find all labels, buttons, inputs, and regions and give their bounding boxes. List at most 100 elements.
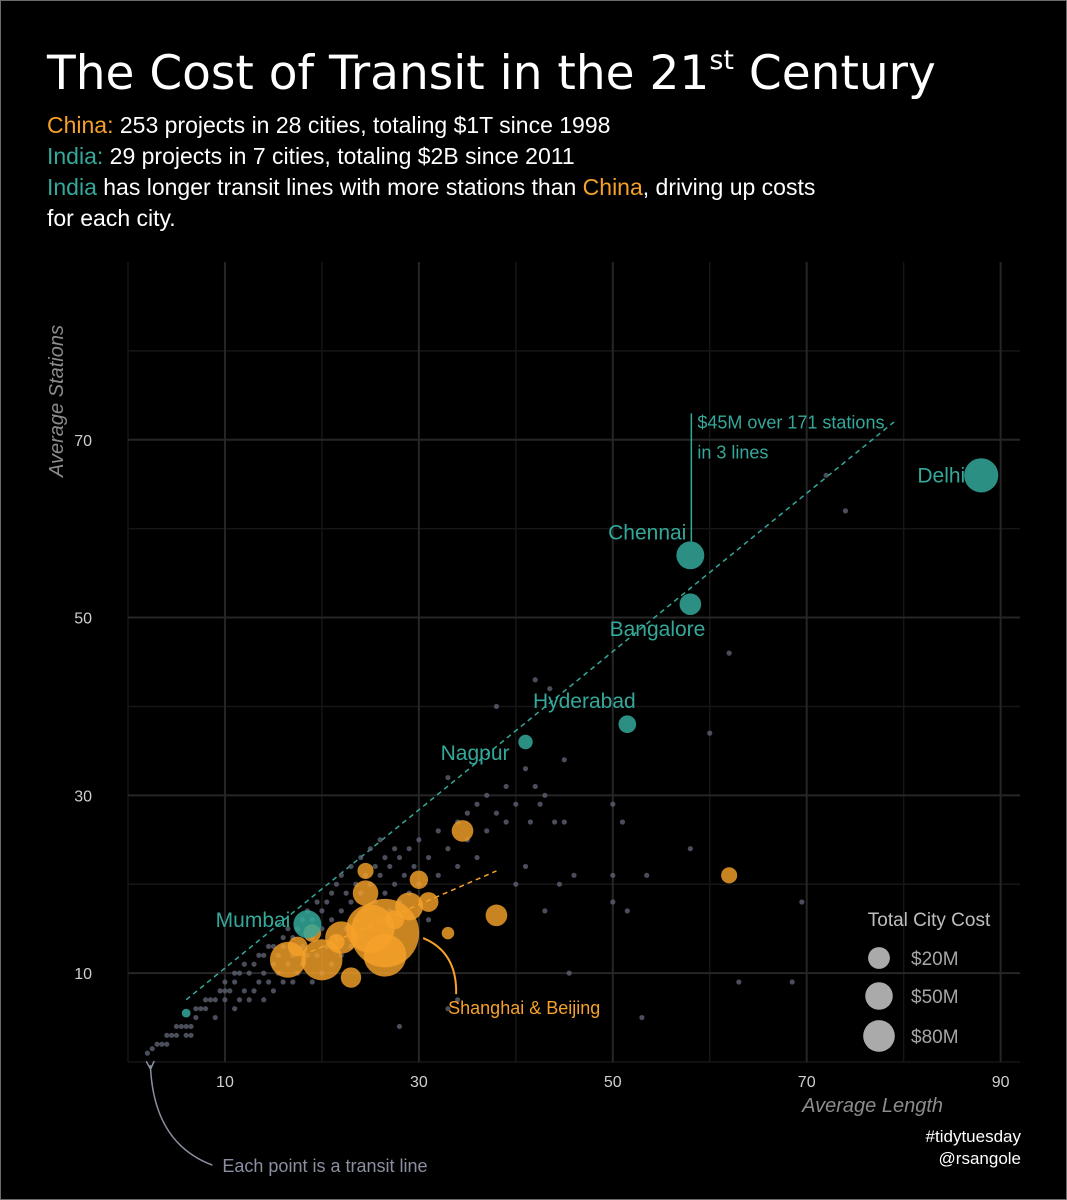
transit-line-point [290,979,296,985]
y-tick-label: 50 [74,611,92,628]
subtitle-comparison-china: China [582,174,643,200]
transit-line-point [164,1041,170,1047]
each-point-label: Each point is a transit line [222,1156,427,1176]
city-label-delhi: Delhi [917,464,965,487]
axis-labels: Average Length Average Stations [46,325,943,1117]
transit-line-point [484,792,490,798]
transit-line-point [324,899,330,905]
transit-line-point [261,970,267,976]
transit-line-point [329,890,335,896]
transit-line-point [256,979,262,985]
india-city-point [964,458,999,493]
india-city-point [181,1008,191,1018]
transit-line-point [799,899,805,905]
transit-line-point [556,881,563,887]
china-city-point [287,936,308,957]
credit-author: @rsangole [938,1149,1021,1168]
title-main: The Cost of Transit in the 21 [47,46,710,101]
city-label-mumbai: Mumbai [216,909,291,932]
transit-line-point [406,846,412,852]
transit-line-point [309,979,315,985]
transit-line-point [503,783,509,790]
transit-line-point [149,1046,155,1052]
transit-line-point [411,863,417,870]
subtitle-comparison-mid: has longer transit lines with more stati… [96,174,583,200]
title-superscript: st [709,45,734,76]
transit-line-point [270,988,277,994]
transit-line-point [542,792,548,798]
y-tick-label: 30 [74,788,92,805]
china-city-point [352,880,379,906]
transit-line-point [392,846,398,852]
transit-line-point [455,863,461,870]
transit-line-point [842,508,849,514]
legend-label: $80M [911,1027,959,1048]
city-label-chennai: Chennai [608,521,686,544]
subtitle-comparison: India has longer transit lines with more… [47,172,815,202]
legend-size-key [868,947,890,969]
legend-label: $50M [911,987,959,1008]
transit-line-point [513,881,519,887]
transit-line-point [212,997,218,1003]
x-tick-label: 90 [992,1074,1010,1091]
transit-line-point [552,819,558,825]
transit-line-point [319,908,325,914]
subtitle-india-label: India: [47,143,104,169]
transit-line-point [474,801,480,807]
china-city-point [418,892,439,912]
transit-line-point [372,863,378,870]
transit-line-point [261,997,267,1003]
x-tick-label: 30 [410,1074,428,1091]
transit-line-point [246,970,252,976]
transit-line-point [445,1006,451,1012]
page-title: The Cost of Transit in the 21st Century [47,44,936,104]
india-city-point [518,734,533,750]
size-legend: Total City Cost $20M $50M $80M [863,910,991,1052]
transit-line-point [329,917,335,923]
transit-line-point [169,1032,175,1038]
transit-line-point [513,801,519,807]
transit-line-point [561,757,567,763]
transit-line-point [484,828,490,834]
x-tick-label: 50 [604,1074,622,1091]
transit-line-point [435,828,441,834]
china-city-point [721,867,738,884]
transit-line-point [232,1006,238,1012]
transit-line-point [343,890,349,896]
transit-line-point [173,1023,180,1030]
city-label-bangalore: Bangalore [610,618,706,641]
transit-line-point [396,854,403,861]
transit-line-point [416,837,422,843]
transit-line-point [610,801,616,807]
transit-line-point [474,854,480,861]
transit-line-point [265,943,272,950]
transit-line-point [532,677,538,683]
transit-line-point [154,1041,160,1047]
transit-line-point [435,872,441,878]
transit-line-point [624,908,630,914]
transit-line-point [707,730,713,736]
subtitle-comparison-cont: for each city. [47,205,176,231]
transit-line-point [183,1023,189,1030]
delhi-cost-note: $45M over 171 stations [697,412,884,432]
transit-line-point [401,872,407,878]
transit-line-point [280,979,286,985]
transit-line-point [183,1032,189,1038]
each-point-arrow [150,1065,213,1166]
transit-line-point [241,988,247,994]
transit-line-point [164,1032,170,1038]
transit-line-point [464,810,470,816]
transit-line-point [173,1032,180,1038]
subtitle-china-label: China: [47,112,114,138]
legend-label: $20M [911,949,959,970]
transit-line-point [222,997,228,1003]
city-label-nagpur: Nagpur [441,742,510,765]
subtitle-china-text: 253 projects in 28 cities, totaling $1T … [113,112,611,138]
transit-line-point [314,899,320,905]
transit-line-point [644,872,650,878]
transit-line-point [527,819,533,825]
transit-line-point [537,801,543,807]
annotations: Delhi Chennai Bangalore Hyderabad Nagpur Mumb… [150,412,965,1176]
transit-line-point [198,1006,204,1012]
